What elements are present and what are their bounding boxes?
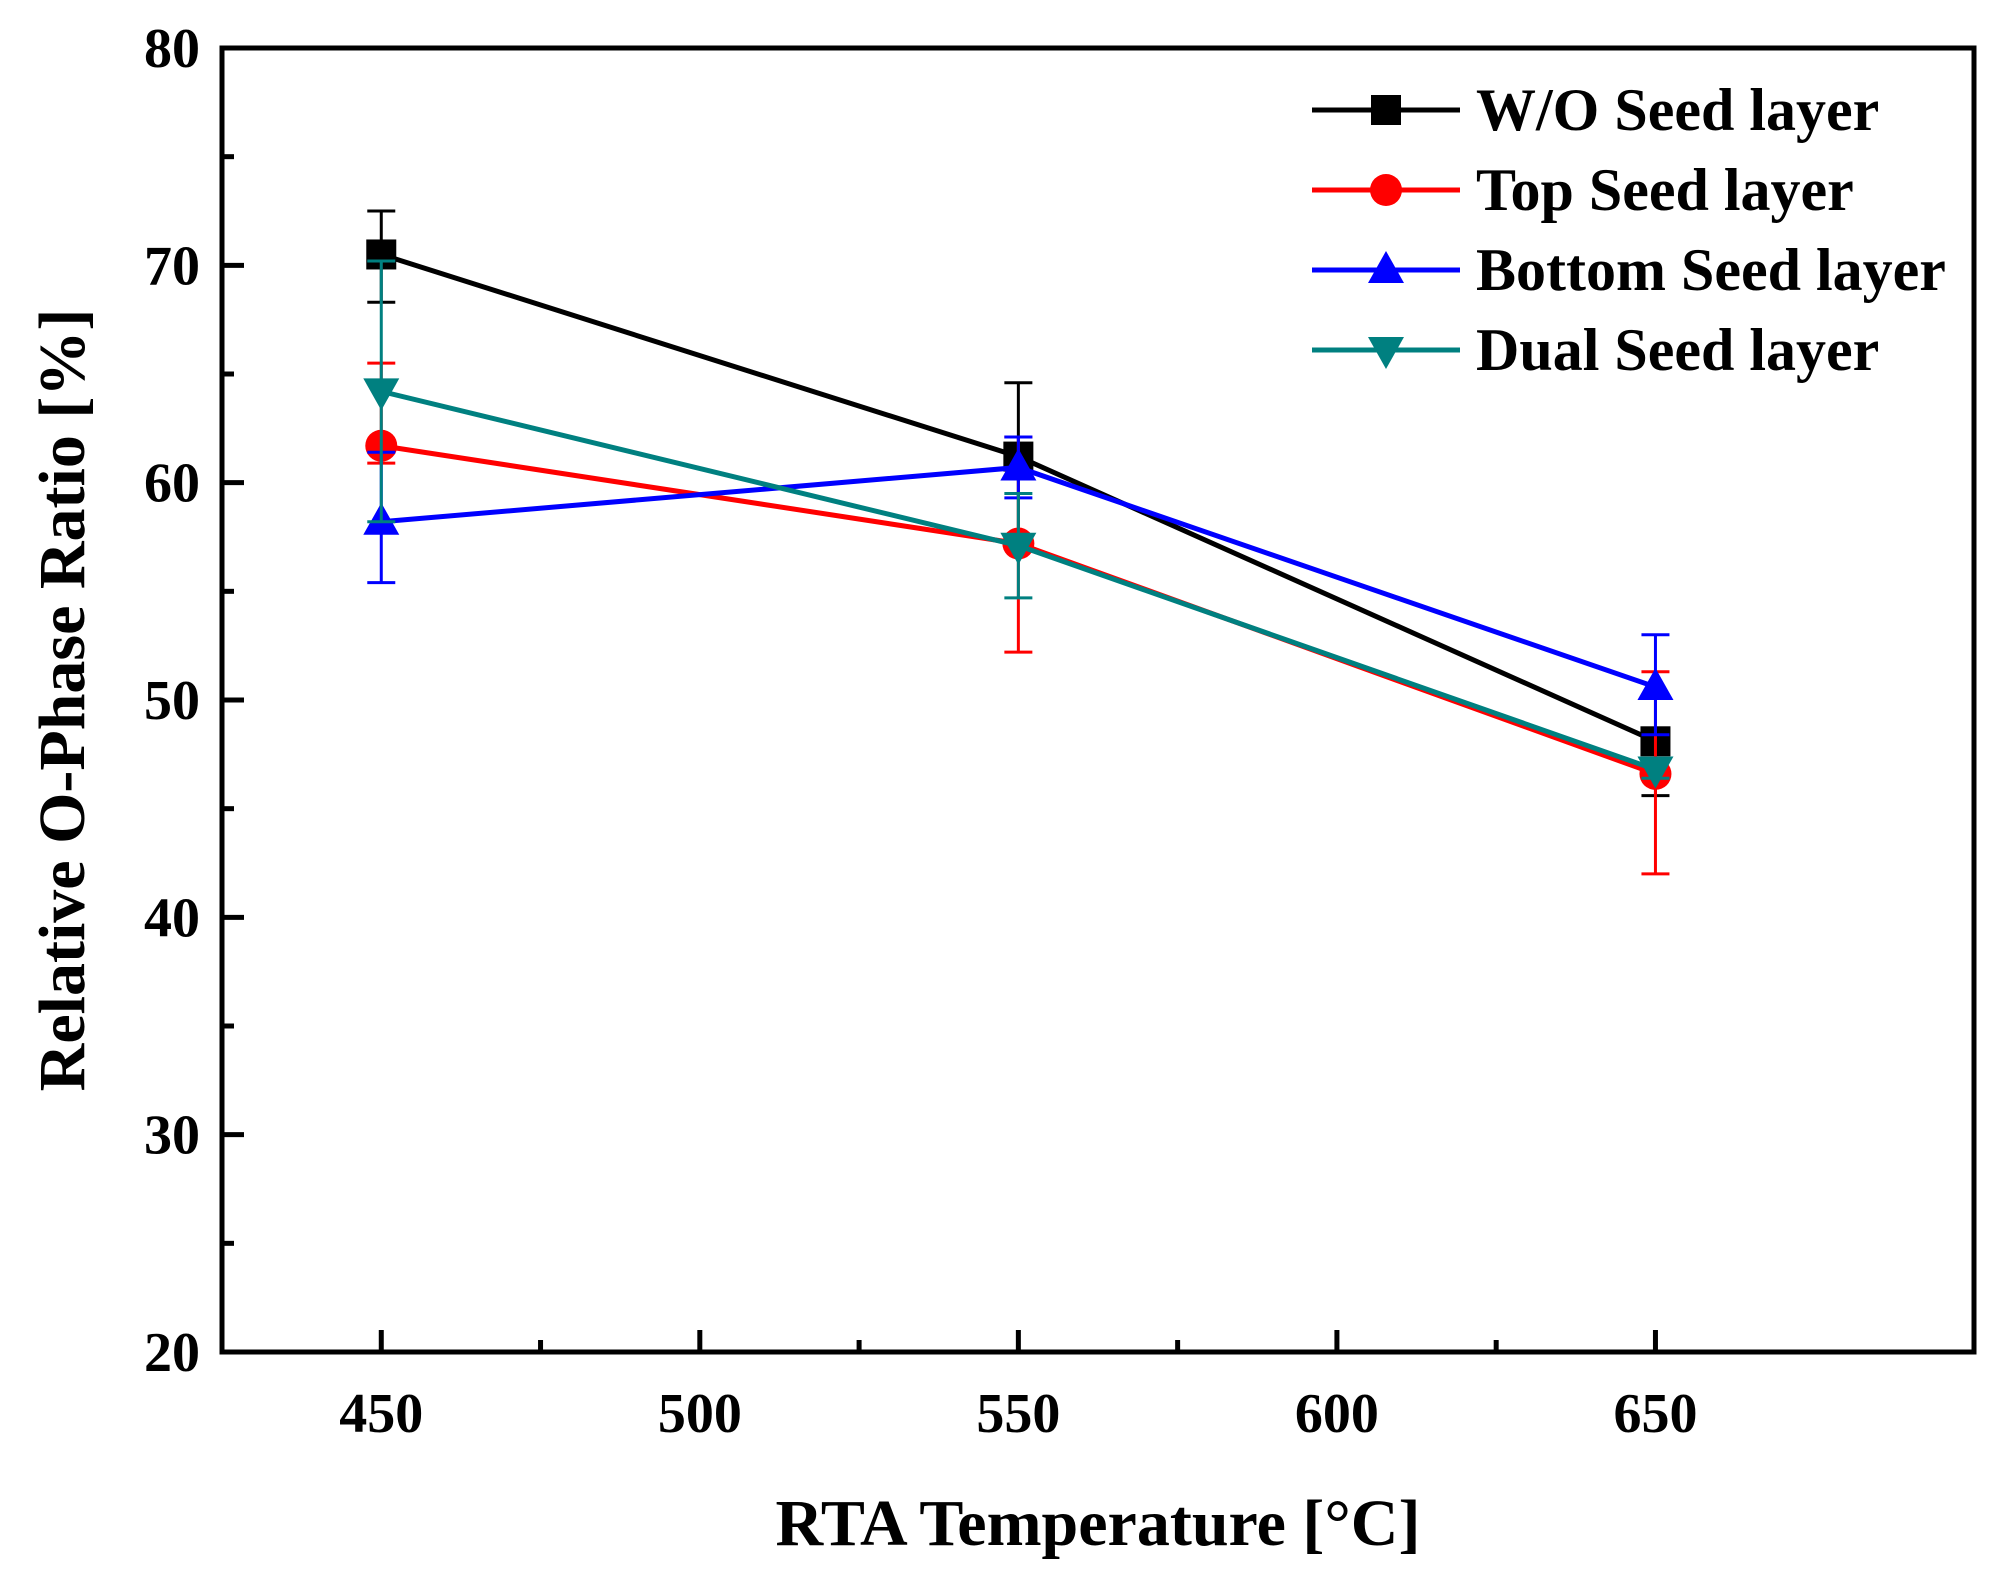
tick-labels: 450 500 550 600 650 20 30 40 50 60 70 80 <box>144 18 1697 1445</box>
data-point <box>363 378 400 411</box>
y-tick-label: 60 <box>144 453 200 515</box>
x-axis-title: RTA Temperature [°C] <box>776 1487 1421 1560</box>
y-tick-label: 20 <box>144 1322 200 1384</box>
x-tick-label: 550 <box>976 1383 1060 1445</box>
legend-item: Bottom Seed layer <box>1312 237 1946 303</box>
legend-label: Dual Seed layer <box>1476 317 1879 383</box>
data-point <box>1000 532 1037 565</box>
y-tick-label: 40 <box>144 887 200 949</box>
data-point <box>1000 448 1037 481</box>
x-tick-label: 500 <box>658 1383 742 1445</box>
x-tick-label: 600 <box>1295 1383 1379 1445</box>
series-layer <box>363 209 1674 876</box>
y-tick-label: 30 <box>144 1105 200 1167</box>
legend-marker <box>1370 174 1402 206</box>
legend-item: Dual Seed layer <box>1312 317 1879 383</box>
y-tick-label: 50 <box>144 670 200 732</box>
series-dual-seed-layer <box>363 259 1674 789</box>
legend-label: W/O Seed layer <box>1476 77 1879 143</box>
legend-item: Top Seed layer <box>1312 157 1854 223</box>
axis-ticks <box>222 45 1658 1355</box>
plot-frame <box>219 45 1977 1355</box>
legend-item: W/O Seed layer <box>1312 77 1879 143</box>
legend-marker <box>1368 337 1404 369</box>
data-point <box>1637 756 1674 789</box>
legend: W/O Seed layer Top Seed layer Bottom Seed … <box>1312 77 1946 383</box>
x-tick-label: 650 <box>1613 1383 1697 1445</box>
legend-label: Top Seed layer <box>1476 157 1854 223</box>
y-tick-label: 70 <box>144 235 200 297</box>
y-tick-label: 80 <box>144 18 200 80</box>
legend-label: Bottom Seed layer <box>1476 237 1946 303</box>
y-axis-title: Relative O-Phase Ratio [%] <box>26 309 99 1092</box>
legend-marker <box>1371 95 1401 125</box>
legend-marker <box>1368 251 1404 283</box>
data-point <box>1637 667 1674 700</box>
x-tick-label: 450 <box>339 1383 423 1445</box>
